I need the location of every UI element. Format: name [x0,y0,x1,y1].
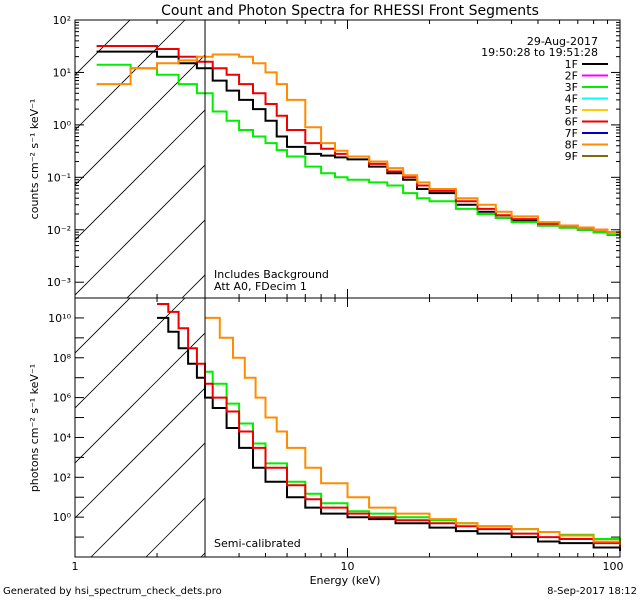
legend-label-2F: 2F [565,70,578,83]
legend-label-1F: 1F [565,58,578,71]
counts-hatch-line [75,109,206,241]
photons-series-1F [157,316,621,551]
bottom-hatch-region [75,298,206,557]
annotation-background: Includes Background [214,268,329,281]
photons-hatch-line [90,442,206,557]
footer-generator: Generated by hsi_spectrum_check_dets.pro [3,586,222,597]
time-range-label: 19:50:28 to 19:51:28 [481,46,598,59]
legend-label-3F: 3F [565,81,578,94]
photons-hatch-line [75,298,131,354]
annotation-attenuator: Att A0, FDecim 1 [214,280,307,293]
photons-y-tick-label: 10⁶ [53,392,72,405]
counts-panel: 10⁻³ 10⁻² 10⁻¹ 10⁰ 10¹ 10² counts cm⁻² s⁻¹ ke… [28,14,621,299]
photons-y-tick-label: 10⁰ [53,511,72,524]
x-tick-label: 1 [72,560,79,573]
photons-y-label: photons cm⁻² s⁻¹ keV⁻¹ [28,364,41,492]
photons-y-tick-label: 10¹⁰ [48,312,71,325]
x-axis-ticks: 1 10 100 [72,20,624,573]
photons-hatch-line [75,298,186,409]
counts-y-tick-label: 10² [53,14,71,27]
legend-label-9F: 9F [565,150,578,163]
counts-y-tick-label: 10⁻³ [47,276,71,289]
x-tick-label: 10 [341,560,355,573]
photons-series-3F [205,370,621,544]
legend-label-6F: 6F [565,116,578,129]
legend-label-8F: 8F [565,139,578,152]
counts-y-ticks: 10⁻³ 10⁻² 10⁻¹ 10⁰ 10¹ 10² [47,14,620,289]
photons-y-tick-label: 10⁴ [53,431,72,444]
photons-y-ticks: 10⁰ 10² 10⁴ 10⁶ 10⁸ 10¹⁰ [48,297,620,558]
photons-y-tick-label: 10² [53,471,71,484]
counts-hatch-line [75,20,186,131]
chart-title: Count and Photon Spectra for RHESSI Fron… [161,3,539,19]
counts-hatch-line [126,219,206,298]
x-axis-label: Energy (keV) [310,574,381,587]
legend-label-5F: 5F [565,104,578,117]
counts-hatch-line [75,54,206,186]
counts-y-label: counts cm⁻² s⁻¹ keV⁻¹ [28,99,41,220]
date-label: 29-Aug-2017 [527,35,598,48]
photons-series-8F [205,316,621,545]
counts-series-8F [96,53,621,235]
footer-timestamp: 8-Sep-2017 18:12 [547,586,637,597]
photons-series-group [157,303,621,551]
top-hatch-region [75,20,206,298]
counts-y-tick-label: 10⁻² [47,224,71,237]
counts-series-group [96,45,621,238]
counts-y-tick-label: 10¹ [53,66,71,79]
counts-y-tick-label: 10⁰ [53,119,72,132]
photons-y-tick-label: 10⁸ [53,352,72,365]
photons-panel: 10⁰ 10² 10⁴ 10⁶ 10⁸ 10¹⁰ photons cm⁻² s⁻¹ keV… [28,297,621,558]
photons-hatch-line [145,497,206,557]
photons-hatch-line [75,332,206,464]
counts-y-tick-label: 10⁻¹ [47,171,71,184]
annotation-semi-calibrated: Semi-calibrated [214,537,301,550]
x-tick-label: 100 [603,560,624,573]
counts-hatch-line [181,274,206,298]
counts-series-1F [96,50,620,236]
photons-hatch-line [75,387,206,519]
counts-hatch-line [75,20,131,76]
photons-series-6F [157,303,621,548]
legend-label-4F: 4F [565,93,578,106]
counts-series-3F [96,63,621,238]
counts-hatch-line [75,164,206,296]
legend-label-7F: 7F [565,127,578,140]
